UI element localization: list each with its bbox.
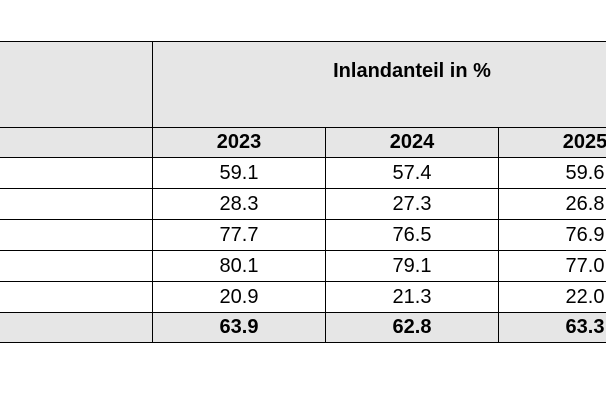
label-cell: [0, 127, 153, 158]
value-cell: 57.4: [325, 157, 499, 189]
label-cell: [0, 312, 153, 343]
value-cell: 22.0: [497, 281, 606, 313]
value-cell: 27.3: [325, 188, 499, 220]
label-cell: [0, 188, 153, 220]
data-row: 28.3 27.3 26.8: [0, 188, 606, 220]
year-cell: 2025: [497, 127, 606, 158]
data-row: 20.9 21.3 22.0: [0, 281, 606, 313]
value-cell: 77.0: [497, 250, 606, 282]
value-cell: 59.6: [497, 157, 606, 189]
value-cell: 26.8: [497, 188, 606, 220]
value-cell: 59.1: [152, 157, 326, 189]
total-cell: 62.8: [325, 312, 499, 343]
label-cell: [0, 219, 153, 251]
label-cell: [0, 281, 153, 313]
value-cell: 76.5: [325, 219, 499, 251]
year-cell: 2024: [325, 127, 499, 158]
header-row: Inlandanteil in %: [0, 41, 606, 128]
value-cell: 21.3: [325, 281, 499, 313]
value-cell: 28.3: [152, 188, 326, 220]
value-cell: 20.9: [152, 281, 326, 313]
table-body: Inlandanteil in % 2023 2024 2025 59.1 57.4 59…: [0, 41, 606, 343]
data-row: 77.7 76.5 76.9: [0, 219, 606, 251]
value-cell: 79.1: [325, 250, 499, 282]
corner-cell: [0, 41, 153, 128]
data-row: 80.1 79.1 77.0: [0, 250, 606, 282]
year-cell: 2023: [152, 127, 326, 158]
total-cell: 63.3: [497, 312, 606, 343]
total-cell: 63.9: [152, 312, 326, 343]
header-cell: Inlandanteil in %: [151, 41, 606, 128]
label-cell: [0, 250, 153, 282]
value-cell: 76.9: [497, 219, 606, 251]
data-row: 59.1 57.4 59.6: [0, 157, 606, 189]
label-cell: [0, 157, 153, 189]
total-row: 63.9 62.8 63.3: [0, 312, 606, 343]
value-cell: 80.1: [152, 250, 326, 282]
data-table: Inlandanteil in % 2023 2024 2025 59.1 57.4 59…: [0, 41, 606, 343]
value-cell: 77.7: [152, 219, 326, 251]
year-row: 2023 2024 2025: [0, 127, 606, 158]
